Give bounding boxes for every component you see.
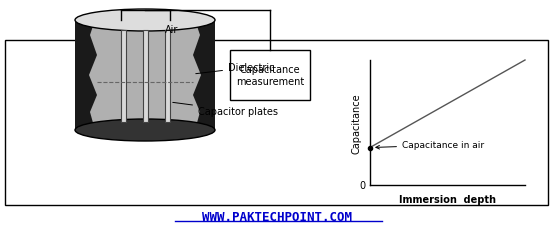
Text: Immersion  depth: Immersion depth	[399, 194, 496, 204]
Text: Air: Air	[165, 25, 178, 35]
Text: Capacitance
measurement: Capacitance measurement	[236, 65, 304, 86]
Text: WWW.PAKTECHPOINT.COM: WWW.PAKTECHPOINT.COM	[202, 211, 352, 223]
Bar	[121, 31, 126, 122]
Text: 0: 0	[359, 180, 365, 190]
Text: Capacitance in air: Capacitance in air	[376, 141, 484, 150]
Ellipse shape	[75, 119, 215, 141]
Bar	[143, 31, 148, 122]
Bar	[5, 41, 548, 205]
Polygon shape	[75, 21, 97, 130]
Text: Dielectric: Dielectric	[196, 63, 274, 74]
Polygon shape	[193, 21, 215, 130]
Text: Capacitance: Capacitance	[351, 93, 361, 153]
Bar	[165, 31, 170, 122]
Text: Capacitor plates: Capacitor plates	[173, 103, 278, 117]
Bar	[75, 21, 215, 130]
Bar	[230, 51, 310, 101]
Ellipse shape	[75, 10, 215, 32]
